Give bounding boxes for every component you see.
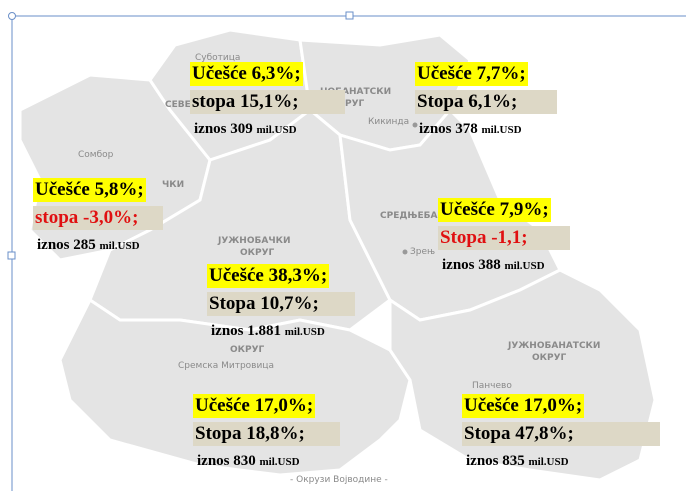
handle[interactable] xyxy=(8,12,16,20)
share: Učešće 6,3%; xyxy=(190,62,303,86)
amount-row: iznos 830 mil.USD xyxy=(193,450,340,473)
handle[interactable] xyxy=(345,11,354,20)
rate: Stopa 6,1%; xyxy=(415,90,557,114)
amount: iznos 378 xyxy=(419,121,478,137)
map-label: Зрењ xyxy=(410,247,435,257)
share: Učešće 7,9%; xyxy=(438,198,551,222)
unit: mil.USD xyxy=(256,124,297,136)
map-label: Сомбор xyxy=(78,150,114,160)
district-box: Učešće 7,7%; Stopa 6,1%; iznos 378 mil.U… xyxy=(415,62,557,141)
share: Učešće 17,0%; xyxy=(193,394,316,418)
map-label: Панчево xyxy=(472,381,512,391)
district-box: Učešće 38,3%; Stopa 10,7%; iznos 1.881 m… xyxy=(207,264,355,343)
rate: Stopa 10,7%; xyxy=(207,292,355,316)
amount: iznos 388 xyxy=(442,257,501,273)
city-dot xyxy=(402,249,408,255)
map-label: ЈУЖНОБАЧКИ xyxy=(217,236,290,246)
amount-row: iznos 309 mil.USD xyxy=(190,118,345,141)
unit: mil.USD xyxy=(99,240,140,252)
map-label: ОКРУГ xyxy=(532,353,567,363)
amount-row: iznos 835 mil.USD xyxy=(462,450,660,473)
rate: Stopa 18,8%; xyxy=(193,422,340,446)
city-dot xyxy=(412,122,418,128)
district-box: Učešće 5,8%; stopa -3,0%; iznos 285 mil.… xyxy=(33,178,163,257)
unit: mil.USD xyxy=(528,456,569,468)
amount: iznos 1.881 xyxy=(211,323,282,339)
map-label: ЧКИ xyxy=(162,180,184,190)
district-box: Učešće 17,0%; Stopa 18,8%; iznos 830 mil… xyxy=(193,394,340,473)
unit: mil.USD xyxy=(284,326,325,338)
map-label: ОКРУГ xyxy=(230,345,265,355)
amount-row: iznos 1.881 mil.USD xyxy=(207,320,355,343)
caption: - Окрузи Војводине - xyxy=(290,475,388,485)
amount-row: iznos 285 mil.USD xyxy=(33,234,163,257)
map-label: Кикинда xyxy=(368,117,409,127)
map-label: СРЕДЊЕБА xyxy=(380,211,438,221)
map-label: НОБАНАТСКИ xyxy=(320,87,391,97)
unit: mil.USD xyxy=(259,456,300,468)
share: Učešće 5,8%; xyxy=(33,178,146,202)
district-box: Učešće 7,9%; Stopa -1,1; iznos 388 mil.U… xyxy=(438,198,570,277)
district-box: Učešće 6,3%; stopa 15,1%; iznos 309 mil.… xyxy=(190,62,345,141)
amount: iznos 830 xyxy=(197,453,256,469)
share: Učešće 17,0%; xyxy=(462,394,585,418)
unit: mil.USD xyxy=(504,260,545,272)
amount-row: iznos 378 mil.USD xyxy=(415,118,557,141)
rate: Stopa 47,8%; xyxy=(462,422,660,446)
unit: mil.USD xyxy=(481,124,522,136)
share: Učešće 38,3%; xyxy=(207,264,330,288)
map-label: Сремска Митровица xyxy=(178,361,274,371)
map-label: ОКРУГ xyxy=(240,248,275,258)
rate: stopa 15,1%; xyxy=(190,90,345,114)
handle[interactable] xyxy=(7,251,16,260)
district-box: Učešće 17,0%; Stopa 47,8%; iznos 835 mil… xyxy=(462,394,660,473)
map-label: ЈУЖНОБАНАТСКИ xyxy=(507,341,600,351)
amount: iznos 285 xyxy=(37,237,96,253)
map-label: СЕВЕ xyxy=(165,100,191,110)
amount: iznos 309 xyxy=(194,121,253,137)
share: Učešće 7,7%; xyxy=(415,62,528,86)
map-label: Суботица xyxy=(195,53,240,63)
amount-row: iznos 388 mil.USD xyxy=(438,254,570,277)
amount: iznos 835 xyxy=(466,453,525,469)
map-label: ОКРУГ xyxy=(330,99,365,109)
rate: stopa -3,0%; xyxy=(33,206,163,230)
rate: Stopa -1,1; xyxy=(438,226,570,250)
